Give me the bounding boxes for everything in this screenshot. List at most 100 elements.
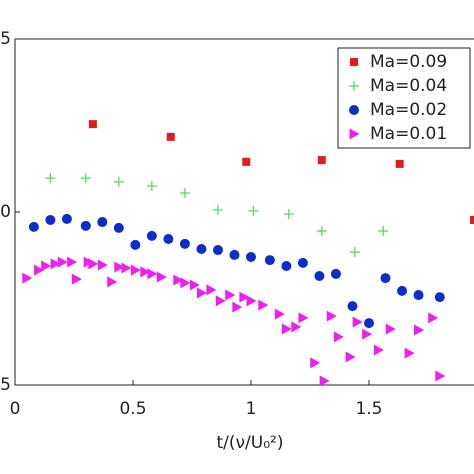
point	[362, 328, 373, 340]
y-tick-label: 5	[0, 29, 11, 49]
point	[330, 268, 341, 279]
point	[61, 213, 72, 224]
point	[397, 285, 408, 296]
point	[317, 156, 326, 165]
legend-marker	[349, 81, 359, 91]
point	[88, 120, 97, 129]
point	[212, 245, 223, 256]
point	[97, 259, 108, 271]
point	[298, 312, 309, 324]
point	[232, 301, 243, 313]
point	[189, 279, 200, 291]
y-tick-label: 5	[0, 375, 11, 395]
point	[113, 176, 124, 187]
point	[373, 344, 384, 356]
point	[196, 244, 207, 255]
point	[147, 268, 158, 280]
point	[352, 316, 363, 328]
point	[413, 290, 424, 301]
point	[363, 318, 374, 329]
point	[146, 181, 157, 192]
point	[114, 261, 125, 273]
point	[166, 132, 175, 141]
point	[248, 205, 259, 216]
point	[225, 289, 236, 301]
point	[281, 323, 292, 335]
point	[345, 351, 356, 363]
point	[281, 260, 292, 271]
point	[88, 258, 99, 270]
point	[378, 226, 389, 237]
legend-marker	[349, 128, 360, 140]
point	[435, 370, 446, 382]
legend-label: Ma=0.02	[370, 100, 447, 120]
point	[434, 292, 445, 303]
point	[179, 238, 190, 249]
x-tick-label: 1	[246, 399, 257, 419]
legend-box	[337, 47, 471, 149]
legend-label: Ma=0.01	[370, 124, 447, 144]
point	[146, 230, 157, 241]
point	[246, 295, 257, 307]
point	[113, 222, 124, 233]
point	[380, 273, 391, 284]
point	[319, 375, 330, 387]
point	[349, 247, 360, 258]
point	[50, 258, 61, 270]
point	[71, 273, 82, 285]
point	[326, 310, 337, 322]
point	[242, 157, 251, 166]
point	[80, 173, 91, 184]
point	[173, 274, 184, 286]
point	[310, 357, 321, 369]
point	[130, 264, 141, 276]
point	[239, 291, 250, 303]
legend-marker	[350, 58, 358, 66]
point	[258, 299, 269, 311]
point	[80, 220, 91, 231]
legend-marker	[349, 105, 359, 115]
x-tick-label: 0	[10, 399, 21, 419]
point	[274, 308, 285, 320]
point	[163, 233, 174, 244]
point	[97, 217, 108, 228]
point	[22, 272, 33, 284]
point	[206, 284, 217, 296]
point	[28, 221, 39, 232]
legend-label: Ma=0.09	[370, 52, 447, 72]
point	[41, 260, 52, 272]
point	[34, 264, 45, 276]
point	[404, 347, 415, 359]
point	[333, 331, 344, 343]
point	[283, 209, 294, 220]
point	[470, 215, 474, 224]
point	[57, 256, 68, 268]
point	[414, 324, 425, 336]
point	[385, 323, 396, 335]
x-axis-label: t/(ν/U₀²)	[217, 433, 284, 453]
point	[291, 321, 302, 333]
point	[314, 271, 325, 282]
point	[212, 204, 223, 215]
point	[107, 276, 118, 288]
point	[395, 159, 404, 168]
legend-label: Ma=0.04	[370, 76, 447, 96]
point	[245, 251, 256, 262]
point	[297, 257, 308, 268]
point	[180, 277, 191, 289]
point	[67, 256, 78, 268]
point	[215, 295, 226, 307]
point	[347, 301, 358, 312]
point	[316, 226, 327, 237]
x-tick-label: 0.5	[119, 399, 146, 419]
point	[156, 271, 167, 283]
point	[130, 239, 141, 250]
point	[45, 214, 56, 225]
point	[179, 187, 190, 198]
point	[45, 173, 56, 184]
point	[428, 312, 439, 324]
x-tick-label: 1.5	[355, 399, 382, 419]
y-tick-label: 0	[0, 202, 11, 222]
point	[121, 262, 132, 274]
